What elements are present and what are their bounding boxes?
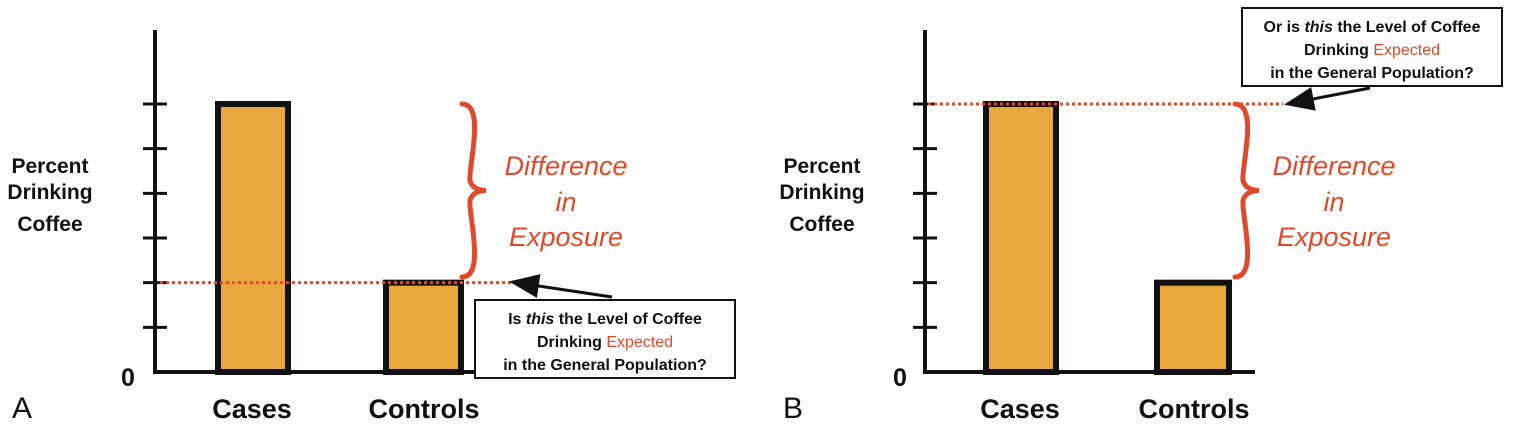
x-tick-label: Controls	[1139, 394, 1250, 424]
bar-cases	[983, 101, 1059, 375]
callout-segment: Or is	[1264, 19, 1305, 36]
bar-controls	[1154, 279, 1232, 375]
y-zero-label: 0	[121, 364, 135, 392]
x-tick-label: Cases	[980, 394, 1060, 424]
callout-segment: in the General Population?	[503, 357, 707, 374]
callout-arrow	[509, 274, 613, 299]
difference-annotation: in	[1323, 187, 1344, 217]
callout-segment: this	[526, 311, 555, 328]
y-axis-label: Coffee	[789, 213, 854, 236]
chart-panel-a: Cases Controls Percent Drinking Coffee 0 A Diff…	[7, 30, 736, 425]
callout-line: Drinking Expected	[1304, 42, 1440, 59]
callout-line: in the General Population?	[1270, 65, 1474, 82]
callout-segment: in the General Population?	[1270, 65, 1474, 82]
x-tick-label: Controls	[369, 394, 480, 424]
callout-box	[1241, 7, 1503, 87]
callout-line: Or is this the Level of Coffee	[1264, 19, 1481, 36]
callout-line: Drinking Expected	[537, 334, 673, 351]
y-axis-label: Percent	[783, 155, 860, 178]
x-tick-label: Cases	[212, 394, 292, 424]
callout-segment: the Level of Coffee	[1333, 19, 1481, 36]
y-axis-label: Coffee	[17, 213, 82, 236]
difference-annotation: Exposure	[509, 222, 623, 252]
callout-box	[474, 299, 736, 379]
y-axis-label: Percent	[11, 155, 88, 178]
difference-brace	[1232, 101, 1260, 280]
difference-annotation: Difference	[1272, 151, 1395, 181]
callout-line: Is this the Level of Coffee	[508, 311, 702, 328]
callout-line: in the General Population?	[503, 357, 707, 374]
chart-panel-b: Cases Controls Percent Drinking Coffee 0 B Diff…	[779, 7, 1503, 425]
difference-brace	[459, 101, 487, 280]
callout-segment: Drinking	[1304, 42, 1373, 59]
bar-controls	[383, 279, 464, 375]
bar-cases	[215, 101, 291, 375]
y-zero-label: 0	[893, 364, 907, 392]
y-axis-label: Drinking	[779, 181, 864, 204]
callout-segment: the Level of Coffee	[554, 311, 702, 328]
difference-annotation: in	[555, 187, 576, 217]
difference-annotation: Exposure	[1277, 222, 1391, 252]
y-axis-label: Drinking	[7, 181, 92, 204]
callout-segment: Expected	[606, 334, 673, 351]
callout-arrow	[1284, 86, 1371, 111]
callout-segment: Is	[508, 311, 526, 328]
callout-segment: Drinking	[537, 334, 606, 351]
panel-label: B	[783, 392, 803, 425]
difference-annotation: Difference	[504, 151, 627, 181]
callout-segment: Expected	[1373, 42, 1440, 59]
panel-label: A	[12, 392, 32, 425]
callout-segment: this	[1304, 19, 1333, 36]
